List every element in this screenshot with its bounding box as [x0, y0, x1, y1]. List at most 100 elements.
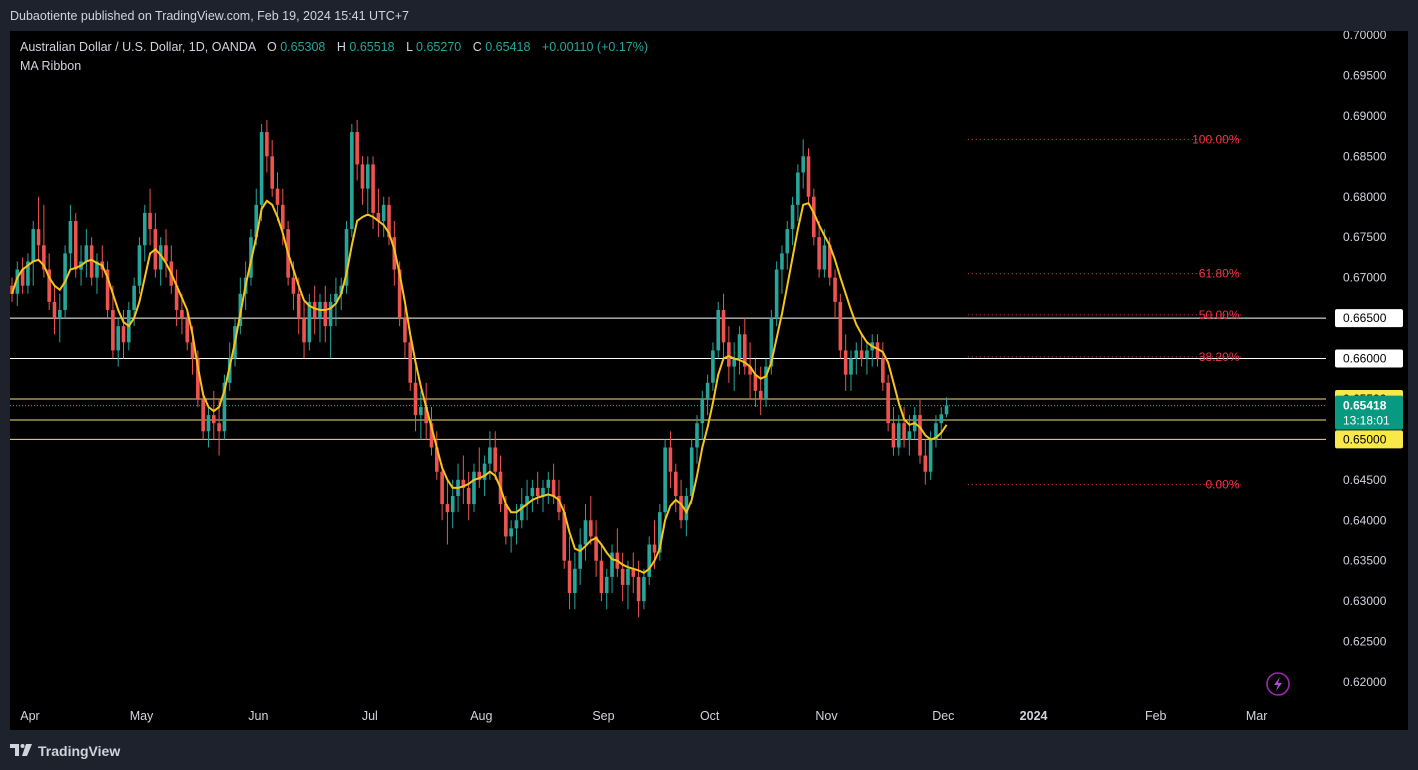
price-chart[interactable]: 100.00% 61.80% 50.00% 38.20% 0.00% 0.70000 0.…: [10, 31, 1408, 730]
candle-body: [419, 407, 423, 416]
candle-body: [907, 431, 912, 440]
candle-body: [673, 471, 678, 496]
candle-body: [594, 536, 598, 561]
candle-body: [514, 520, 519, 529]
candle-body: [854, 350, 859, 359]
time-tick-label: May: [130, 709, 154, 723]
candle-body: [865, 350, 869, 359]
candle-body: [450, 495, 455, 513]
price-level-badge: [1335, 349, 1403, 368]
candle-body: [530, 487, 535, 496]
candle-body: [631, 568, 636, 577]
candle-body: [350, 132, 354, 230]
candle-body: [365, 164, 370, 189]
price-tick-label: 0.62000: [1343, 675, 1387, 689]
candle-body: [142, 212, 147, 246]
candle-body: [211, 415, 216, 424]
candle-body: [896, 423, 901, 448]
legend-c-label: C: [473, 40, 482, 54]
candle-body: [472, 471, 476, 505]
candle-body: [769, 318, 774, 367]
candle-body: [626, 568, 630, 585]
candle-body: [557, 495, 561, 513]
price-badges: 0.665000.660000.655000.652400.650000.654…: [1335, 309, 1403, 449]
candle-body: [928, 439, 933, 472]
candle-body: [275, 188, 280, 205]
candle-body: [923, 455, 928, 472]
ma-ribbon-line: [11, 199, 948, 574]
candle-body: [201, 398, 205, 432]
candle-body: [658, 512, 662, 553]
legend-ohlc: Australian Dollar / U.S. Dollar, 1D, OAN…: [20, 40, 648, 54]
candle-body: [573, 568, 577, 594]
time-tick-label: Feb: [1145, 709, 1167, 723]
candle-body: [89, 245, 94, 278]
candle-body: [663, 447, 667, 513]
candle-body: [52, 301, 57, 319]
candle-body: [461, 479, 466, 488]
published-caption: Dubaotiente published on TradingView.com…: [10, 9, 409, 23]
candle-body: [727, 342, 731, 367]
candle-body: [918, 415, 922, 456]
candle-body: [84, 245, 89, 262]
candle-body: [355, 132, 359, 165]
candle-body: [42, 245, 46, 270]
candle-body: [371, 164, 375, 213]
legend-symbol: Australian Dollar / U.S. Dollar, 1D, OAN…: [20, 40, 257, 54]
candle-body: [482, 463, 487, 480]
candle-body: [148, 212, 152, 230]
candle-body: [790, 204, 795, 230]
candle-body: [737, 334, 742, 359]
time-tick-label: Sep: [592, 709, 614, 723]
price-tick-label: 0.69500: [1343, 68, 1387, 82]
candle-body: [551, 479, 556, 496]
candle-body: [705, 382, 710, 399]
candle-body: [10, 285, 14, 294]
candle-body: [652, 544, 657, 553]
candle-body: [785, 229, 790, 254]
time-axis: Apr May Jun Jul Aug Sep Oct Nov Dec 2024 Feb Mar: [20, 709, 1267, 723]
lightning-icon[interactable]: [1266, 672, 1290, 696]
price-level-badge: [1335, 309, 1403, 328]
candle-body: [174, 285, 179, 310]
candle-body: [504, 504, 508, 537]
candle-body: [31, 229, 36, 262]
candle-body: [535, 487, 540, 496]
candle-body: [849, 358, 853, 375]
candle-body: [764, 366, 768, 399]
time-tick-label: Aug: [470, 709, 492, 723]
candle-body: [15, 269, 20, 294]
candle-body: [700, 398, 705, 424]
candle-body: [26, 261, 30, 286]
candle-body: [493, 447, 498, 472]
fib-level-label: 61.80%: [1199, 267, 1240, 281]
candle-body: [121, 326, 126, 343]
candle-body: [668, 447, 673, 472]
candle-body: [742, 334, 747, 367]
price-tick-label: 0.64500: [1343, 473, 1387, 487]
candle-body: [817, 237, 821, 270]
indicator-label[interactable]: MA Ribbon: [20, 59, 81, 73]
candle-body: [137, 245, 142, 286]
candle-body: [111, 309, 115, 351]
candle-body: [716, 309, 721, 351]
time-tick-label: Oct: [700, 709, 720, 723]
candle-body: [875, 342, 880, 359]
candle-body: [902, 423, 906, 440]
chart-pane[interactable]: 100.00% 61.80% 50.00% 38.20% 0.00% 0.70000 0.…: [10, 31, 1408, 730]
candle-body: [843, 350, 848, 375]
candle-body: [583, 520, 588, 545]
candle-body: [20, 269, 25, 286]
candle-body: [689, 447, 694, 496]
fib-level-label: 38.20%: [1199, 350, 1240, 364]
candle-body: [381, 204, 386, 222]
price-level-badge-label: 0.66000: [1343, 352, 1387, 366]
tradingview-footer[interactable]: TradingView: [10, 741, 120, 761]
legend-change: +0.00110 (+0.17%): [542, 40, 648, 54]
candles-layer: [10, 119, 949, 618]
candle-body: [599, 560, 604, 594]
candle-body: [403, 318, 407, 343]
candle-body: [296, 293, 301, 319]
candle-body: [796, 172, 800, 205]
candle-body: [440, 471, 444, 505]
